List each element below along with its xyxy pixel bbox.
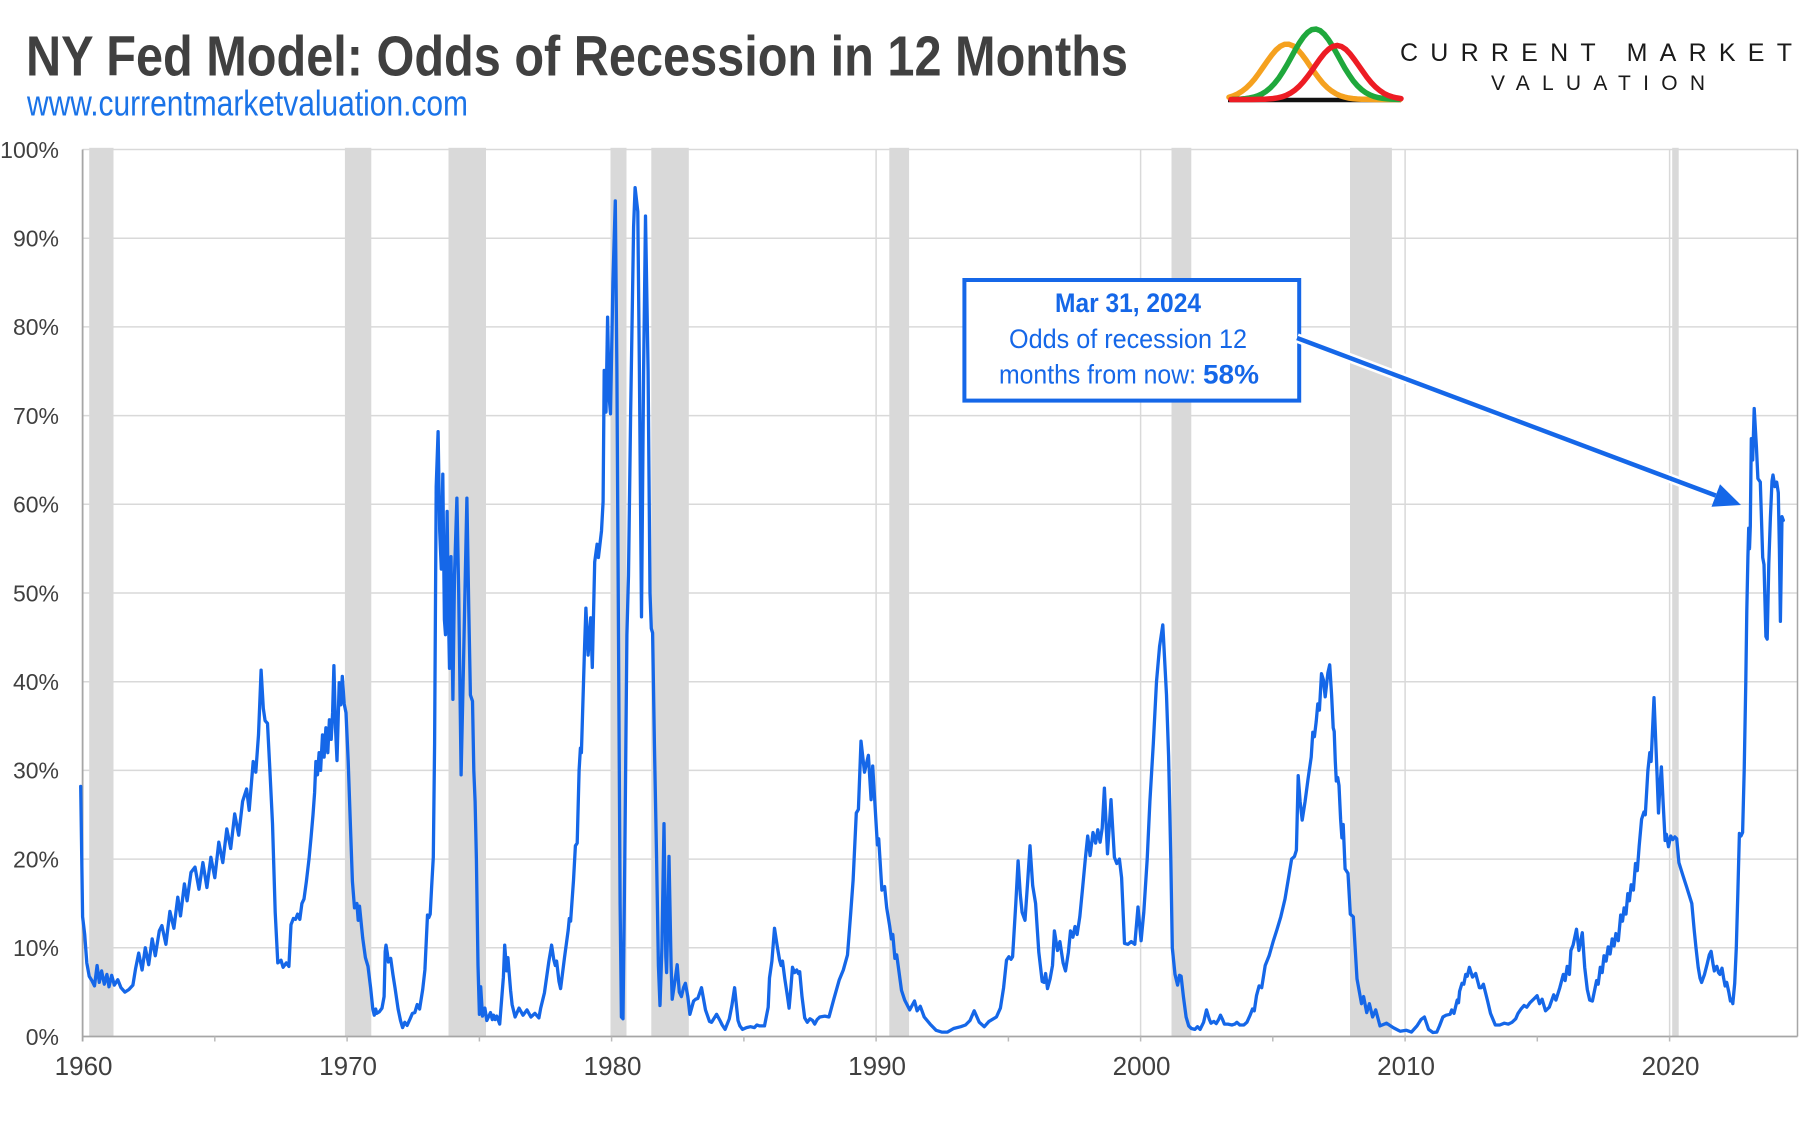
svg-text:50%: 50% xyxy=(13,580,59,606)
svg-text:2020: 2020 xyxy=(1642,1051,1700,1081)
svg-text:1960: 1960 xyxy=(55,1051,113,1081)
svg-text:NY Fed Model: Odds of Recessio: NY Fed Model: Odds of Recession in 12 Mo… xyxy=(26,25,1128,89)
svg-text:VALUATION: VALUATION xyxy=(1491,72,1705,95)
svg-text:60%: 60% xyxy=(13,492,59,518)
svg-text:100%: 100% xyxy=(0,137,59,163)
svg-text:1980: 1980 xyxy=(584,1051,642,1081)
svg-text:2000: 2000 xyxy=(1113,1051,1171,1081)
svg-text:Mar 31, 2024: Mar 31, 2024 xyxy=(1055,288,1201,318)
svg-text:40%: 40% xyxy=(13,669,59,695)
svg-text:Odds of recession 12: Odds of recession 12 xyxy=(1009,324,1247,354)
svg-text:www.currentmarketvaluation.com: www.currentmarketvaluation.com xyxy=(26,83,468,124)
svg-text:80%: 80% xyxy=(13,314,59,340)
svg-text:1990: 1990 xyxy=(848,1051,906,1081)
svg-text:90%: 90% xyxy=(13,226,59,252)
svg-text:10%: 10% xyxy=(13,935,59,961)
svg-text:58%: 58% xyxy=(1203,360,1259,390)
svg-text:0%: 0% xyxy=(26,1024,59,1050)
svg-text:2010: 2010 xyxy=(1377,1051,1435,1081)
svg-text:70%: 70% xyxy=(13,403,59,429)
svg-text:1970: 1970 xyxy=(319,1051,377,1081)
svg-text:30%: 30% xyxy=(13,758,59,784)
svg-text:months from now:: months from now: xyxy=(999,360,1196,390)
svg-text:20%: 20% xyxy=(13,846,59,872)
